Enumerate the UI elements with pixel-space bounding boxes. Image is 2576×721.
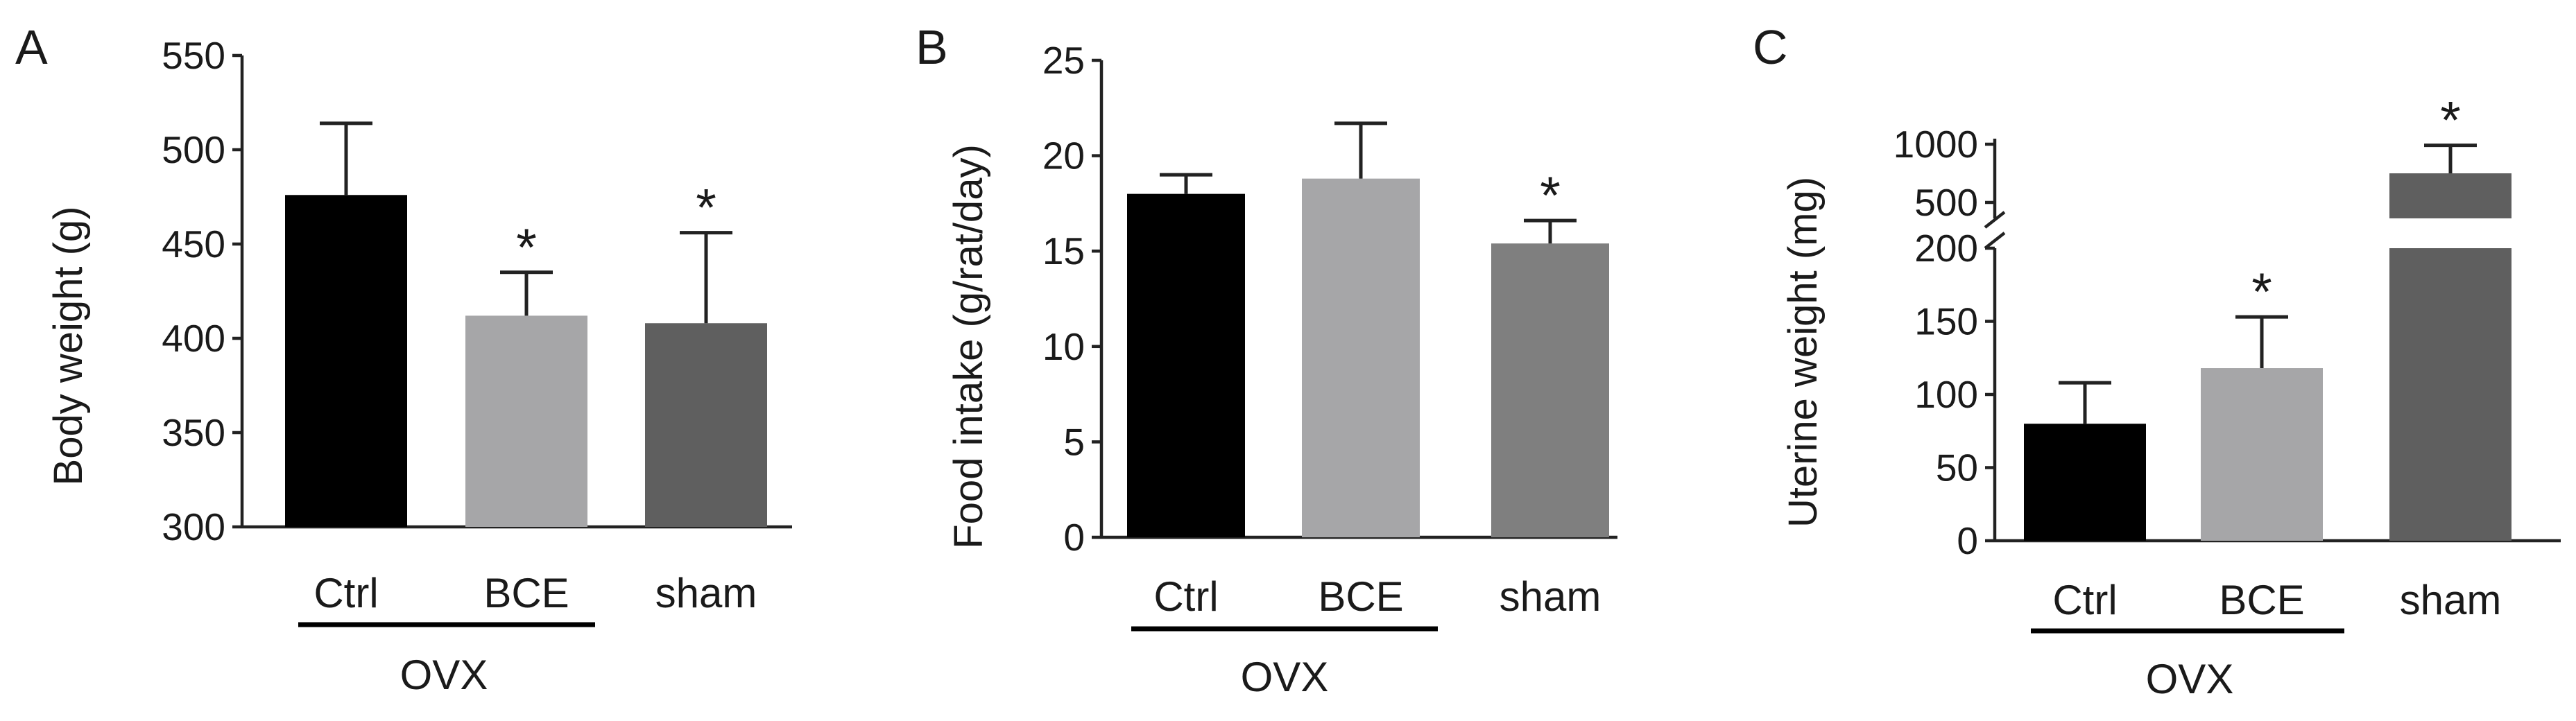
panel-b-bar-bce — [1302, 178, 1420, 537]
panel-a-y-tick-label: 400 — [162, 317, 225, 360]
panel-c-error-bar-bce — [2235, 315, 2288, 369]
panel-c-letter: C — [1753, 20, 1788, 74]
panel-c-significance-bce: * — [2251, 263, 2272, 322]
panel-a-y-tick-label: 300 — [162, 505, 225, 548]
panel-a-error-bar-bce — [500, 270, 553, 316]
panel-a-x-label-ctrl: Ctrl — [314, 570, 378, 616]
panel-b-x-label-bce: BCE — [1318, 573, 1403, 620]
panel-a-y-tick-label: 350 — [162, 411, 225, 454]
panel-b-error-bar-ctrl — [1160, 173, 1212, 194]
panel-a-ovx-label: OVX — [400, 652, 488, 698]
panel-b-y-tick-label: 10 — [1042, 325, 1085, 368]
panel-b-bars: * — [1127, 121, 1609, 537]
panel-a-y-tick-label: 500 — [162, 128, 225, 171]
panel-a-error-bar-ctrl — [320, 121, 372, 196]
panel-c-bar-ctrl — [2024, 424, 2146, 541]
panel-a-bar-bce — [465, 315, 587, 527]
panel-b-bar-sham — [1491, 243, 1609, 537]
panel-c-y-tick-label: 500 — [1914, 181, 1978, 224]
panel-b-error-bar-sham — [1524, 218, 1577, 244]
panel-b-error-bar-bce — [1334, 121, 1387, 179]
panel-b-y-axis-title: Food intake (g/rat/day) — [946, 144, 991, 549]
panel-b-x-label-sham: sham — [1500, 573, 1602, 620]
panel-b-y-tick-label: 15 — [1042, 229, 1085, 272]
panel-c-bar-bce — [2201, 368, 2323, 541]
panel-c-ovx-label: OVX — [2146, 656, 2234, 702]
panel-c-error-bar-ctrl — [2059, 381, 2111, 424]
panel-c-y-tick-label: 100 — [1914, 373, 1978, 416]
panel-a-y-axis-title: Body weight (g) — [46, 207, 91, 486]
panel-a-bars: ** — [285, 121, 767, 527]
panel-c-error-bar-sham — [2424, 144, 2477, 173]
panel-c-y-tick-label: 200 — [1914, 227, 1978, 270]
panel-a-x-label-sham: sham — [655, 570, 757, 616]
panel-a-bar-ctrl — [285, 195, 407, 527]
panel-a-x-label-bce: BCE — [483, 570, 569, 616]
panel-c-y-axis-break — [1984, 211, 2006, 250]
panel-c-x-label-ctrl: Ctrl — [2052, 577, 2117, 623]
panel-b-letter: B — [916, 20, 948, 74]
panel-a-axes: 300 350 400 450 500 550 — [162, 34, 792, 548]
panel-b-ovx-label: OVX — [1241, 654, 1329, 700]
panel-b-x-label-ctrl: Ctrl — [1153, 573, 1218, 620]
panel-a-letter: A — [15, 20, 48, 74]
panel-c-bar-sham-break-gap — [2388, 218, 2513, 248]
panel-a-error-bar-sham — [680, 231, 732, 324]
panel-c-y-tick-label: 150 — [1914, 300, 1978, 343]
panel-b-y-tick-label: 0 — [1063, 516, 1085, 559]
panel-a-y-tick-label: 550 — [162, 34, 225, 77]
panel-b-y-tick-label: 20 — [1042, 134, 1085, 177]
panel-c-x-label-bce: BCE — [2219, 577, 2304, 623]
panel-a-significance-sham: * — [696, 179, 716, 238]
panel-c-y-axis-title: Uterine weight (mg) — [1780, 177, 1826, 528]
panel-a-y-tick-label: 450 — [162, 223, 225, 266]
panel-b-y-tick-label: 5 — [1063, 420, 1085, 463]
panel-c-bars: ** — [2024, 92, 2513, 541]
panel-c-y-tick-label: 1000 — [1894, 123, 1978, 166]
panel-b-significance-sham: * — [1540, 166, 1561, 225]
panel-b: B Food intake (g/rat/day) 0 5 10 15 20 25 * C… — [916, 20, 1617, 700]
panel-c-x-label-sham: sham — [2400, 577, 2502, 623]
panel-c-y-tick-label: 50 — [1936, 446, 1978, 489]
panel-b-bar-ctrl — [1127, 193, 1245, 537]
panel-c-significance-sham: * — [2440, 92, 2461, 150]
panel-a-bar-sham — [645, 323, 767, 527]
panel-a-significance-bce: * — [516, 218, 537, 277]
panel-b-y-tick-label: 25 — [1042, 39, 1085, 82]
panel-c-y-tick-label: 0 — [1957, 519, 1978, 562]
